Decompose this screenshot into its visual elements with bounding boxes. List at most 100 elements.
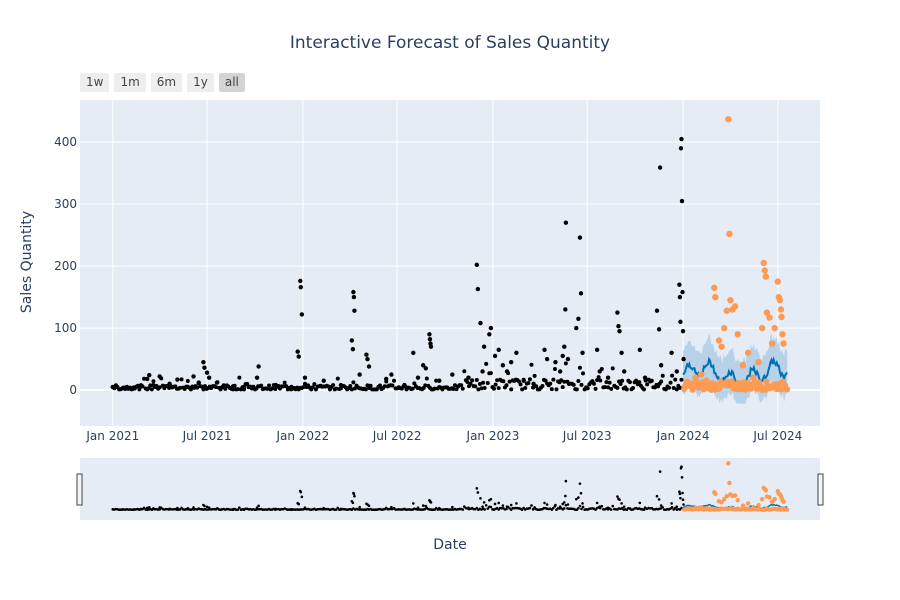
- actual-point: [357, 372, 362, 377]
- actual-point: [615, 385, 620, 390]
- slider-actual-point: [168, 507, 171, 511]
- slider-actual-point: [192, 506, 195, 509]
- actual-point: [634, 378, 639, 383]
- actual-point: [175, 377, 180, 382]
- actual-point: [531, 385, 536, 390]
- actual-point: [679, 136, 684, 142]
- range-slider-traces: [111, 461, 790, 512]
- actual-point: [298, 278, 303, 284]
- range-button-all[interactable]: all: [218, 73, 245, 92]
- actual-point: [681, 356, 686, 362]
- actual-point: [563, 361, 568, 366]
- actual-point: [410, 386, 415, 391]
- slider-actual-point: [334, 508, 338, 511]
- actual-point: [284, 384, 289, 389]
- test-point: [712, 293, 719, 301]
- actual-point: [256, 364, 261, 369]
- actual-point: [560, 353, 565, 359]
- slider-actual-point: [411, 502, 415, 505]
- actual-point: [670, 373, 675, 378]
- slider-actual-point: [339, 507, 343, 511]
- range-button-1w[interactable]: 1w: [80, 73, 110, 92]
- actual-point: [673, 377, 678, 382]
- slider-actual-point: [236, 508, 240, 511]
- test-point: [744, 349, 752, 357]
- actual-point: [562, 379, 567, 384]
- actual-point: [527, 377, 532, 382]
- slider-actual-point: [424, 504, 428, 508]
- y-tick-label: 0: [69, 383, 77, 397]
- slider-actual-point: [197, 507, 201, 510]
- slider-actual-point: [242, 507, 246, 511]
- range-button-6m[interactable]: 6m: [150, 73, 183, 92]
- slider-test-point: [688, 506, 693, 511]
- test-point: [731, 303, 739, 310]
- test-point: [766, 314, 773, 321]
- actual-point: [520, 387, 525, 392]
- actual-point: [473, 384, 478, 389]
- slider-actual-point: [176, 506, 179, 510]
- slider-actual-point: [581, 502, 584, 505]
- test-point: [768, 340, 776, 347]
- test-point: [720, 324, 728, 332]
- y-tick-label: 400: [54, 135, 77, 149]
- slider-actual-point: [290, 507, 293, 511]
- actual-point: [299, 312, 305, 317]
- actual-point: [496, 386, 501, 391]
- range-slider-right-handle[interactable]: [817, 473, 824, 506]
- actual-point: [593, 386, 598, 391]
- actual-point: [241, 384, 247, 390]
- actual-point: [663, 387, 668, 392]
- actual-point: [659, 379, 664, 384]
- actual-point: [562, 344, 567, 349]
- test-point: [703, 377, 710, 384]
- slider-test-point: [740, 503, 746, 508]
- actual-point: [201, 359, 206, 365]
- actual-point: [191, 374, 196, 379]
- slider-actual-point: [564, 494, 567, 498]
- slider-actual-point: [566, 503, 570, 506]
- actual-point: [596, 375, 601, 380]
- slider-actual-point: [215, 507, 219, 510]
- actual-point: [549, 387, 554, 392]
- slider-actual-point: [670, 506, 674, 509]
- actual-point: [296, 354, 301, 359]
- test-point: [725, 116, 732, 123]
- actual-point: [137, 387, 142, 392]
- x-tick-label: Jul 2023: [562, 429, 612, 443]
- test-point: [734, 331, 741, 338]
- actual-point: [377, 383, 382, 388]
- slider-actual-point: [303, 506, 307, 509]
- slider-actual-point: [598, 505, 602, 508]
- slider-actual-point: [678, 492, 682, 496]
- actual-point: [392, 378, 397, 383]
- actual-point: [637, 380, 642, 385]
- actual-point: [532, 373, 537, 378]
- actual-point: [552, 367, 557, 372]
- actual-point: [415, 375, 421, 380]
- actual-point: [641, 387, 646, 392]
- slider-actual-point: [622, 505, 626, 508]
- range-slider-left-handle[interactable]: [76, 473, 83, 506]
- actual-point: [654, 308, 660, 313]
- actual-point: [451, 386, 456, 391]
- y-tick-label: 100: [54, 321, 77, 335]
- actual-point: [382, 384, 387, 389]
- actual-point: [602, 385, 607, 390]
- range-button-1m[interactable]: 1m: [114, 73, 146, 92]
- test-point: [755, 358, 762, 366]
- actual-point: [656, 327, 662, 332]
- actual-point: [196, 380, 201, 385]
- slider-actual-point: [680, 506, 683, 510]
- chart-title: Interactive Forecast of Sales Quantity: [289, 33, 611, 53]
- actual-point: [148, 383, 153, 388]
- x-tick-label: Jan 2021: [85, 429, 139, 443]
- actual-point: [571, 382, 576, 387]
- actual-point: [504, 383, 509, 388]
- slider-actual-point: [681, 498, 685, 502]
- range-button-1y[interactable]: 1y: [187, 73, 214, 92]
- actual-point: [645, 382, 650, 387]
- slider-actual-point: [231, 507, 235, 511]
- actual-point: [585, 386, 590, 391]
